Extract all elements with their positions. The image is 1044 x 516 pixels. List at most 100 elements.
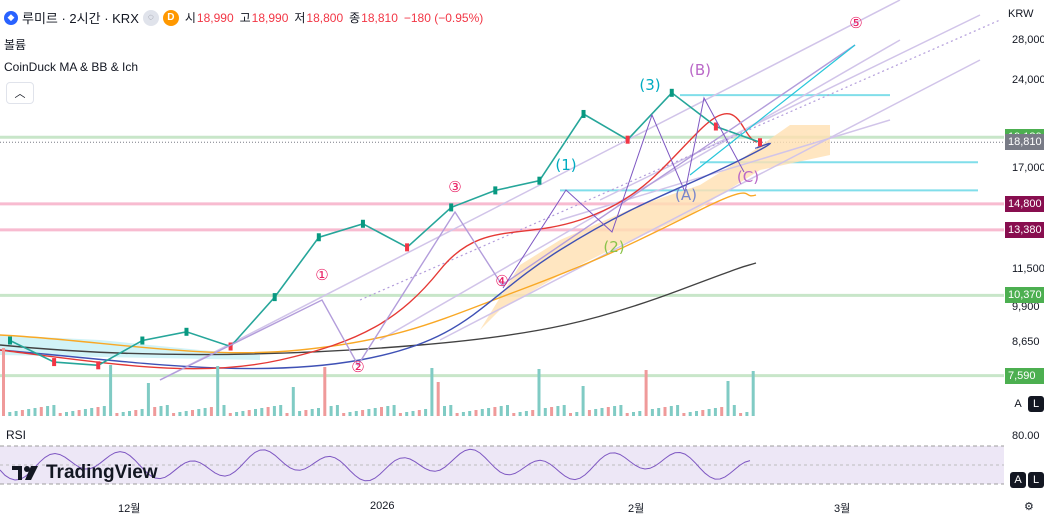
- ma-legend[interactable]: CoinDuck MA & BB & Ich: [4, 60, 139, 74]
- price-tag-2[interactable]: 14,800: [1005, 195, 1044, 212]
- volume-bar-68: [430, 368, 434, 416]
- open-value: 18,990: [196, 10, 234, 25]
- price-tag-5[interactable]: 7,590: [1005, 367, 1044, 384]
- volume-bar-107: [676, 405, 680, 416]
- volume-bar-69: [436, 382, 440, 416]
- volume-bar-10: [65, 412, 68, 416]
- price-tick-0: 28,000: [1012, 34, 1044, 46]
- collapse-legend-button[interactable]: ︿: [6, 82, 34, 104]
- volume-bar-59: [373, 408, 377, 416]
- time-label-feb: 2월: [628, 503, 645, 515]
- volume-bar-58: [367, 409, 371, 416]
- symbol-logo-icon: ◆: [4, 10, 18, 25]
- rsi-auto-button[interactable]: A: [1010, 472, 1026, 488]
- volume-bar-50: [317, 408, 320, 416]
- volume-bar-23: [146, 383, 150, 416]
- volume-bar-14: [90, 408, 94, 416]
- volume-bar-19: [121, 412, 125, 416]
- volume-bar-74: [468, 411, 472, 416]
- volume-bar-61: [386, 406, 390, 416]
- time-label-2026: 2026: [370, 500, 395, 512]
- volume-bar-98: [619, 405, 623, 416]
- high-key: 고: [239, 11, 251, 25]
- volume-bar-0: [2, 348, 5, 416]
- volume-bar-116: [732, 405, 736, 416]
- delay-badge[interactable]: D: [162, 9, 179, 26]
- volume-bar-18: [115, 413, 119, 416]
- symbol-title[interactable]: 루미르 · 2시간 · KRX: [22, 11, 139, 26]
- ma-orange: [0, 192, 757, 354]
- price-tag-1[interactable]: 18,810: [1005, 134, 1044, 151]
- time-label-dec: 12월: [118, 503, 141, 515]
- volume-bar-75: [474, 410, 478, 416]
- change-value: −180 (−0.95%): [403, 10, 484, 25]
- volume-bar-81: [512, 413, 516, 416]
- wave-label-b: (B): [689, 61, 711, 79]
- volume-bar-72: [455, 413, 459, 416]
- candle-1: [52, 358, 57, 367]
- candle-17: [758, 138, 762, 147]
- candle-5: [228, 342, 233, 351]
- low-value: 18,800: [306, 10, 344, 25]
- volume-bar-111: [701, 410, 705, 416]
- volume-bar-46: [291, 387, 295, 416]
- volume-bar-76: [480, 409, 484, 416]
- candle-11: [493, 186, 498, 195]
- price-tick-5: 8,650: [1012, 336, 1040, 348]
- volume-bar-90: [569, 413, 572, 416]
- volume-bar-117: [739, 413, 743, 416]
- volume-bar-5: [33, 408, 37, 416]
- rsi-legend[interactable]: RSI: [6, 428, 27, 442]
- volume-bar-24: [153, 407, 157, 416]
- volume-bar-9: [58, 413, 62, 416]
- volume-bar-53: [335, 405, 339, 416]
- volume-bar-48: [304, 410, 308, 416]
- log-scale-button[interactable]: L: [1028, 396, 1044, 412]
- price-line: [9, 91, 761, 367]
- volume-bar-77: [487, 408, 491, 416]
- wave-label-1: ①: [315, 266, 328, 284]
- wave-label-sub3: (3): [639, 76, 660, 94]
- price-tag-3[interactable]: 13,380: [1005, 221, 1044, 238]
- volume-bar-94: [594, 409, 598, 416]
- volume-bar-17: [109, 365, 113, 416]
- volume-bar-45: [285, 413, 289, 416]
- price-tag-4[interactable]: 10,370: [1005, 287, 1044, 304]
- candle-16: [713, 122, 718, 131]
- currency-label[interactable]: KRW: [1008, 8, 1034, 20]
- market-status-icon[interactable]: ◌: [142, 9, 159, 26]
- wave-subwaves: [502, 96, 745, 289]
- ma-gray: [0, 262, 757, 356]
- volume-bar-112: [707, 409, 711, 416]
- volume-bar-85: [537, 369, 541, 416]
- volume-bar-70: [443, 406, 446, 416]
- tradingview-logo-text: TradingView: [46, 462, 158, 483]
- volume-bar-84: [531, 410, 535, 416]
- candle-14: [625, 135, 630, 144]
- rsi-log-button[interactable]: L: [1028, 472, 1044, 488]
- volume-legend[interactable]: 볼륨: [4, 38, 27, 52]
- volume-bar-97: [613, 406, 617, 416]
- volume-bar-87: [550, 407, 554, 416]
- volume-bar-54: [342, 413, 346, 416]
- volume-bar-103: [650, 409, 654, 416]
- auto-scale-button[interactable]: A: [1014, 398, 1022, 410]
- settings-gear-icon[interactable]: ⚙: [1024, 501, 1034, 513]
- wave-label-2: ②: [351, 358, 364, 376]
- volume-bar-22: [140, 409, 144, 416]
- volume-bar-34: [216, 366, 220, 416]
- wave-label-a: (A): [675, 186, 697, 204]
- volume-bar-32: [203, 408, 207, 416]
- volume-bar-11: [71, 411, 75, 416]
- price-tick-2: 17,000: [1012, 162, 1044, 175]
- volume-bar-114: [720, 407, 724, 416]
- candle-0: [8, 336, 12, 345]
- volume-bar-1: [8, 412, 12, 416]
- wave-label-4: ④: [495, 272, 508, 290]
- volume-bar-110: [695, 411, 698, 416]
- volume-bar-13: [83, 409, 87, 416]
- volume-bar-55: [348, 412, 352, 416]
- candle-10: [449, 203, 454, 212]
